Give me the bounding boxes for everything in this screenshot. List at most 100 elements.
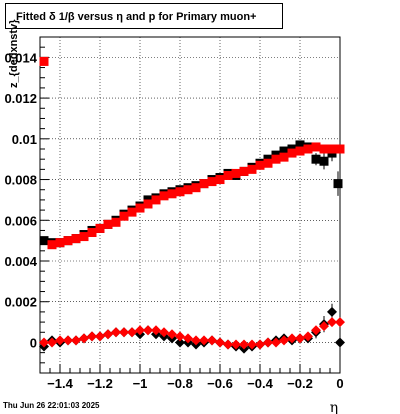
data-point xyxy=(279,152,289,162)
data-point xyxy=(287,333,297,344)
data-point xyxy=(135,325,145,336)
data-point xyxy=(199,179,209,189)
data-point xyxy=(255,339,265,350)
data-point xyxy=(207,177,217,187)
y-tick-label: 0.012 xyxy=(4,91,37,106)
data-point xyxy=(247,164,257,174)
data-point xyxy=(47,240,57,250)
series-1 xyxy=(39,56,345,250)
data-point xyxy=(223,170,233,180)
y-tick-label: 0 xyxy=(30,335,37,350)
data-point xyxy=(223,339,233,350)
x-tick-label: −0.4 xyxy=(247,376,273,391)
y-tick-label: 0.01 xyxy=(12,132,37,147)
data-point xyxy=(303,144,313,154)
data-point xyxy=(71,234,81,244)
x-tick-label: −1.4 xyxy=(47,376,73,391)
data-point xyxy=(175,337,185,348)
data-point xyxy=(279,335,289,346)
data-point xyxy=(95,331,105,342)
series-3 xyxy=(39,317,345,350)
data-point xyxy=(151,325,161,336)
data-point xyxy=(333,179,343,189)
data-point xyxy=(319,321,329,332)
data-point xyxy=(295,146,305,156)
data-point xyxy=(327,317,337,328)
data-point xyxy=(87,331,97,342)
x-tick-label: −0.8 xyxy=(167,376,193,391)
data-point xyxy=(263,158,273,168)
data-point xyxy=(191,183,201,193)
data-point xyxy=(231,168,241,178)
y-tick-label: 0.014 xyxy=(4,50,37,65)
data-point xyxy=(239,339,249,350)
data-point xyxy=(207,335,217,346)
data-point xyxy=(143,325,153,336)
data-point xyxy=(127,327,137,338)
y-tick-label: 0.004 xyxy=(4,254,37,269)
data-point xyxy=(311,325,321,336)
data-point xyxy=(287,148,297,158)
data-point xyxy=(335,144,345,154)
data-point xyxy=(239,166,249,176)
data-point xyxy=(319,156,329,166)
y-axis-label: z_{dedxnstv} xyxy=(8,19,20,88)
data-point xyxy=(183,185,193,195)
data-point xyxy=(159,327,169,338)
data-point xyxy=(79,333,89,344)
data-point xyxy=(103,219,113,229)
data-point xyxy=(271,154,281,164)
data-point xyxy=(335,337,345,348)
x-tick-label: −1.2 xyxy=(87,376,113,391)
data-point xyxy=(199,335,209,346)
data-point xyxy=(143,199,153,209)
data-point xyxy=(127,207,137,217)
x-tick-label: −1 xyxy=(133,376,148,391)
data-point xyxy=(47,337,57,348)
y-tick-label: 0.002 xyxy=(4,295,37,310)
data-point xyxy=(159,191,169,201)
data-point xyxy=(311,142,321,152)
data-point xyxy=(167,329,177,340)
data-point xyxy=(79,232,89,242)
x-tick-label: −0.2 xyxy=(287,376,313,391)
data-point xyxy=(39,56,49,66)
x-tick-label: 0 xyxy=(336,376,343,391)
data-point xyxy=(95,223,105,233)
data-point xyxy=(119,211,129,221)
y-tick-label: 0.008 xyxy=(4,173,37,188)
data-point xyxy=(111,217,121,227)
x-axis-label: η xyxy=(330,400,338,414)
data-point xyxy=(311,154,321,164)
data-point xyxy=(191,335,201,346)
data-point xyxy=(55,238,65,248)
x-tick-label: −0.6 xyxy=(207,376,233,391)
data-point xyxy=(87,227,97,237)
data-point xyxy=(263,337,273,348)
data-point xyxy=(327,144,337,154)
data-point xyxy=(319,144,329,154)
data-point xyxy=(279,146,289,156)
data-point xyxy=(183,333,193,344)
data-point xyxy=(71,335,81,346)
data-point xyxy=(119,327,129,338)
data-point xyxy=(151,195,161,205)
data-point xyxy=(39,337,49,348)
data-point xyxy=(295,140,305,150)
data-point xyxy=(63,335,73,346)
data-point xyxy=(167,189,177,199)
grid-layer xyxy=(40,37,341,373)
axis-layer: −1.4 −1.2 −1 −0.8 −0.6 −0.4 −0.2 0 0 0.002 0.004 0.… xyxy=(4,36,344,391)
data-point xyxy=(255,160,265,170)
data-point xyxy=(303,331,313,342)
data-point xyxy=(215,337,225,348)
plot-frame xyxy=(39,36,341,374)
data-point xyxy=(55,335,65,346)
data-point xyxy=(231,339,241,350)
data-point xyxy=(103,329,113,340)
data-point xyxy=(247,339,257,350)
data-point xyxy=(215,175,225,185)
series-2 xyxy=(39,303,345,354)
data-point xyxy=(63,236,73,246)
